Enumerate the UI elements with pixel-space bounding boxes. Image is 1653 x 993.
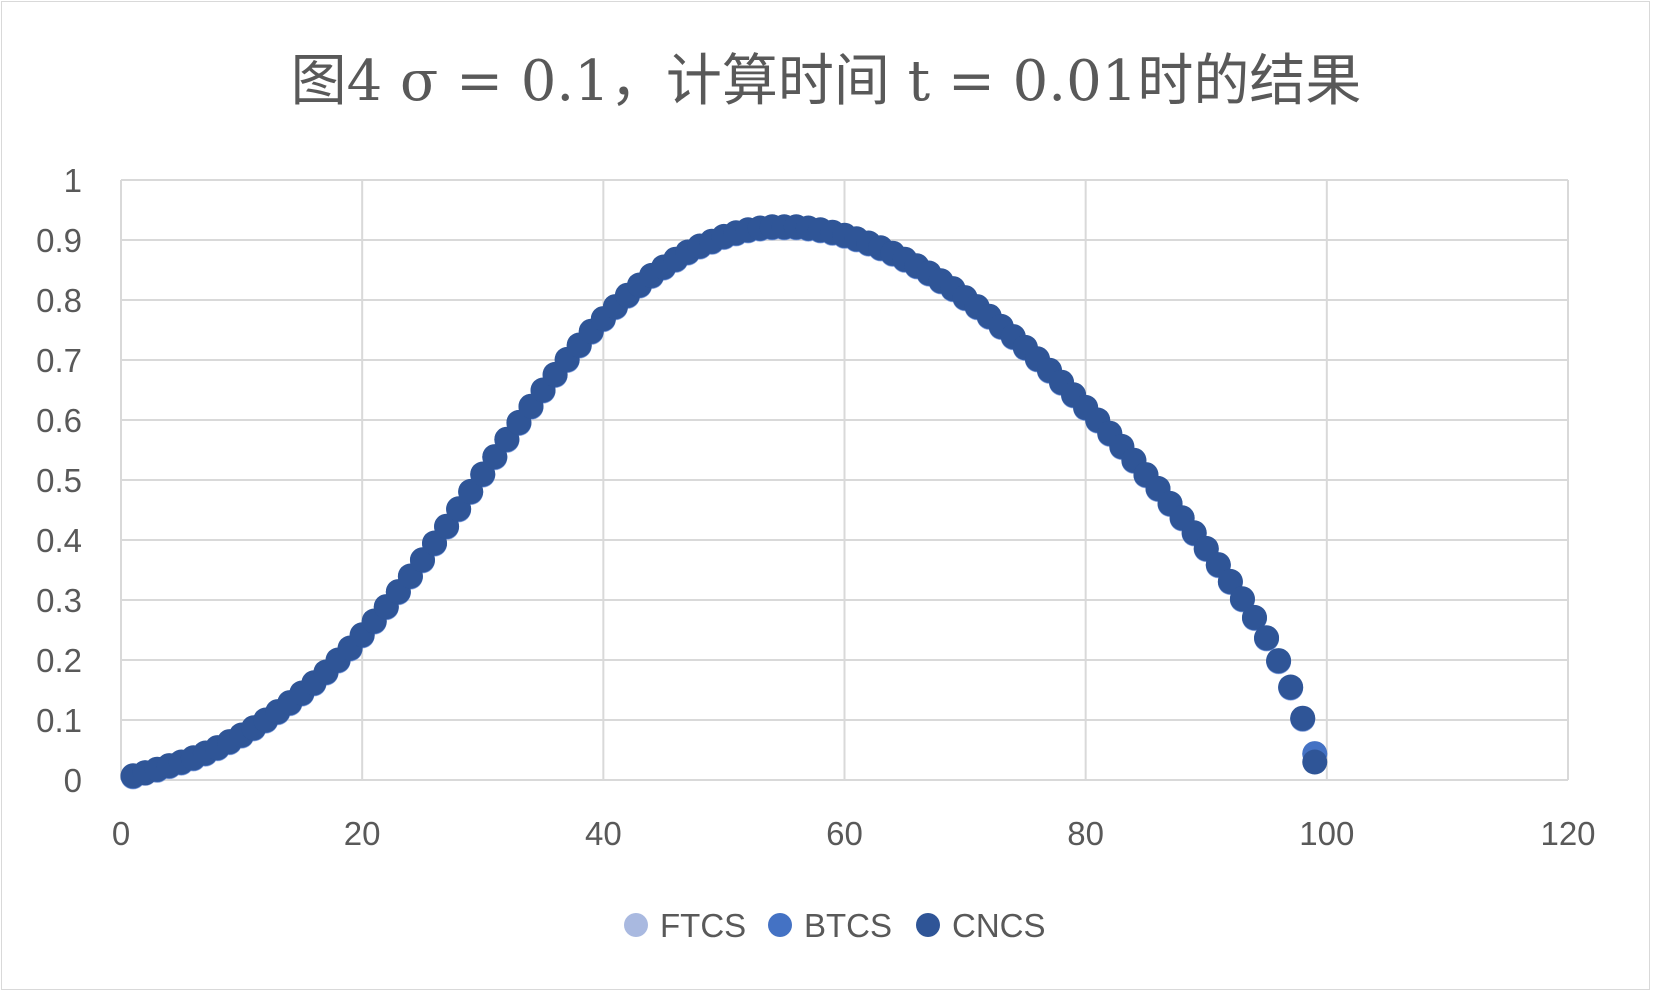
- x-tick-label: 80: [1067, 815, 1104, 852]
- legend-marker: [768, 913, 792, 937]
- data-point: [1266, 648, 1292, 674]
- y-tick-label: 0.6: [36, 402, 82, 439]
- y-tick-label: 0.3: [36, 582, 82, 619]
- y-tick-label: 1: [64, 162, 82, 199]
- legend-label: FTCS: [660, 907, 746, 944]
- data-point: [1290, 705, 1316, 731]
- gridlines: [120, 179, 1569, 781]
- legend: FTCS BTCS CNCS: [624, 907, 1046, 944]
- y-tick-label: 0.5: [36, 462, 82, 499]
- data-point: [446, 496, 472, 522]
- legend-item-ftcs: FTCS: [624, 907, 746, 944]
- legend-item-btcs: BTCS: [768, 907, 892, 944]
- data-point: [1254, 625, 1280, 651]
- y-tick-label: 0.7: [36, 342, 82, 379]
- y-tick-label: 0.4: [36, 522, 82, 559]
- data-points: [120, 214, 1328, 790]
- x-axis-tick-labels: 0 20 40 60 80 100 120: [112, 815, 1596, 852]
- legend-item-cncs: CNCS: [916, 907, 1046, 944]
- y-tick-label: 0: [64, 762, 82, 799]
- y-tick-label: 0.1: [36, 702, 82, 739]
- data-point: [434, 513, 460, 539]
- data-point: [470, 461, 496, 487]
- y-axis-tick-labels: 0 0.1 0.2 0.3 0.4 0.5 0.6 0.7 0.8 0.9 1: [36, 162, 82, 799]
- y-tick-label: 0.9: [36, 222, 82, 259]
- legend-label: CNCS: [952, 907, 1046, 944]
- chart-title: 图4 σ = 0.1，计算时间 t = 0.01时的结果: [291, 49, 1362, 114]
- data-point: [1278, 674, 1304, 700]
- data-point: [458, 478, 484, 504]
- y-tick-label: 0.8: [36, 282, 82, 319]
- legend-marker: [916, 913, 940, 937]
- x-tick-label: 100: [1299, 815, 1354, 852]
- x-tick-label: 120: [1540, 815, 1595, 852]
- data-point: [1217, 568, 1243, 594]
- y-tick-label: 0.2: [36, 642, 82, 679]
- legend-marker: [624, 913, 648, 937]
- data-point: [1229, 586, 1255, 612]
- series-cncs: [120, 214, 1328, 789]
- data-point: [482, 444, 508, 470]
- data-point: [1241, 604, 1267, 630]
- data-point: [1302, 749, 1328, 775]
- x-tick-label: 20: [344, 815, 381, 852]
- x-tick-label: 40: [585, 815, 622, 852]
- x-tick-label: 60: [826, 815, 863, 852]
- x-tick-label: 0: [112, 815, 130, 852]
- legend-label: BTCS: [804, 907, 892, 944]
